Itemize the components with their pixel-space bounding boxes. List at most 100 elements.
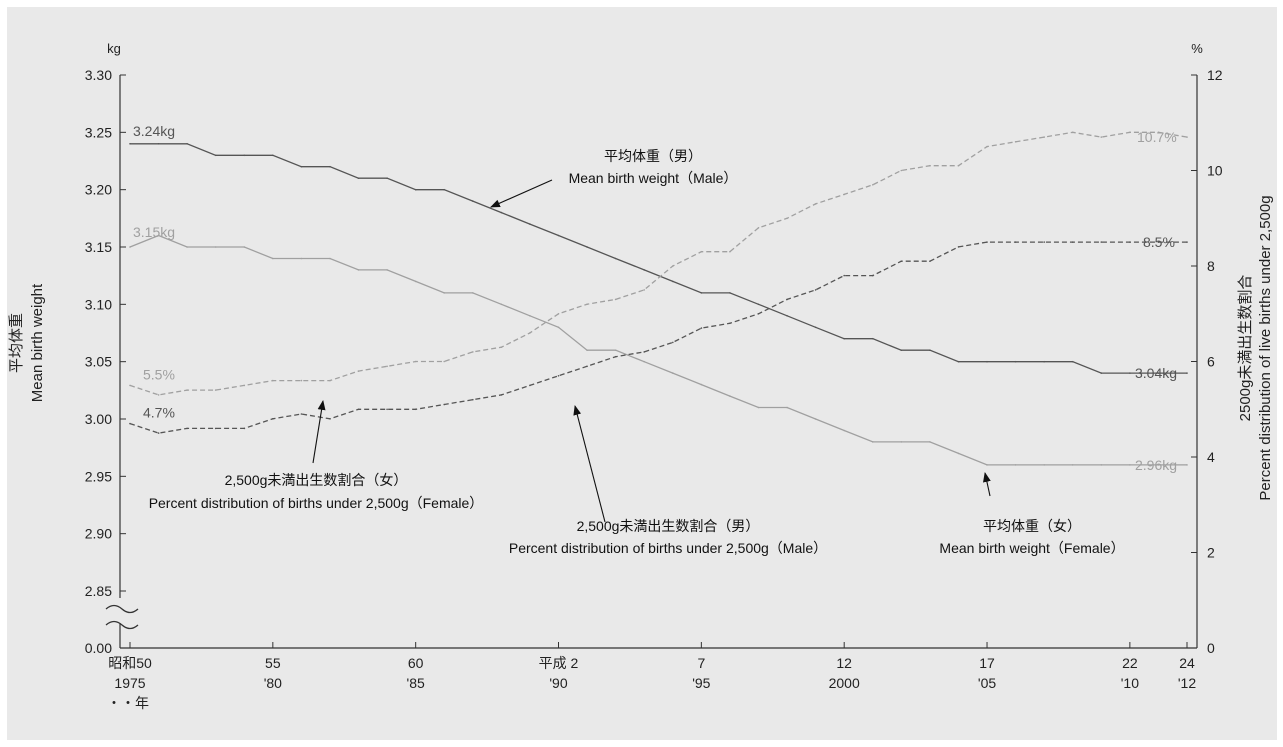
data-point-1 <box>700 383 703 386</box>
data-point-0 <box>243 154 246 157</box>
left-tick-label: 3.15 <box>85 239 112 255</box>
right-axis-unit: % <box>1191 41 1203 56</box>
data-point-0 <box>729 292 731 294</box>
data-point-3 <box>414 360 417 363</box>
data-point-2 <box>1071 241 1074 243</box>
data-point-2 <box>472 398 474 401</box>
data-point-3 <box>500 346 503 349</box>
x-tick-label-era: 7 <box>697 655 705 671</box>
data-point-1 <box>1186 464 1188 466</box>
data-point-3 <box>843 193 845 196</box>
data-point-1 <box>1071 464 1074 466</box>
left-axis-title-en: Mean birth weight <box>29 283 46 402</box>
data-point-3 <box>472 351 474 353</box>
data-point-3 <box>1071 131 1074 134</box>
data-point-3 <box>929 164 931 167</box>
data-point-3 <box>329 379 331 382</box>
left-tick-label: 2.90 <box>85 526 112 542</box>
data-point-2 <box>614 355 617 358</box>
data-point-0 <box>1129 372 1131 374</box>
data-point-1 <box>614 349 617 352</box>
data-point-0 <box>586 246 588 248</box>
data-point-0 <box>757 303 760 306</box>
data-point-1 <box>157 234 160 237</box>
data-point-1 <box>357 269 360 271</box>
right-axis-title-en: Percent distribution of live births unde… <box>1257 195 1274 500</box>
x-tick-label-year: '12 <box>1178 675 1196 691</box>
data-point-2 <box>386 408 388 411</box>
data-point-0 <box>843 337 845 340</box>
data-point-1 <box>757 406 760 409</box>
x-tick-label-year: '10 <box>1121 675 1139 691</box>
left-tick-label: 2.95 <box>85 468 112 484</box>
data-point-2 <box>243 427 246 430</box>
data-point-3 <box>672 265 674 267</box>
x-tick-label-era: 24 <box>1179 655 1195 671</box>
data-point-2 <box>872 274 874 277</box>
data-point-1 <box>329 257 331 260</box>
data-point-0 <box>643 269 645 271</box>
data-point-3 <box>814 203 817 205</box>
data-point-1 <box>1129 464 1131 466</box>
data-point-3 <box>214 389 217 391</box>
data-point-1 <box>443 292 446 294</box>
x-tick-label-era: 平成 2 <box>539 655 579 671</box>
left-tick-label: 3.30 <box>85 67 112 83</box>
left-tick-label: 3.00 <box>85 411 112 427</box>
data-point-0 <box>529 223 531 225</box>
data-point-1 <box>814 418 817 420</box>
right-tick-label: 10 <box>1207 163 1223 179</box>
data-point-2 <box>1043 241 1045 243</box>
data-point-1 <box>386 269 388 271</box>
data-point-0 <box>1157 372 1160 374</box>
series-start-label: 3.15kg <box>133 224 175 240</box>
data-point-2 <box>443 403 446 406</box>
data-point-2 <box>186 427 188 430</box>
data-point-1 <box>272 257 274 260</box>
data-point-0 <box>814 326 817 329</box>
x-tick-label-year: 1975 <box>114 675 145 691</box>
series-line-3 <box>129 131 1188 396</box>
left-tick-label: 2.85 <box>85 583 112 599</box>
right-tick-label: 6 <box>1207 354 1215 370</box>
data-point-2 <box>929 260 931 263</box>
series-line-0 <box>130 143 1187 374</box>
data-point-1 <box>843 429 845 432</box>
data-point-2 <box>300 413 303 415</box>
data-point-2 <box>500 394 503 396</box>
data-point-0 <box>700 292 703 294</box>
annotation-arrow <box>312 400 326 464</box>
data-point-1 <box>586 349 588 352</box>
data-point-2 <box>957 246 960 248</box>
annotation-label-jp: 平均体重（女） <box>983 518 1081 534</box>
right-tick-label: 12 <box>1207 67 1223 83</box>
left-tick-label: 3.25 <box>85 124 112 140</box>
data-point-1 <box>214 246 217 248</box>
data-point-1 <box>929 441 931 443</box>
data-point-3 <box>357 370 360 372</box>
data-point-1 <box>957 452 960 455</box>
x-tick-label-year: '80 <box>264 675 282 691</box>
chart-panel <box>7 7 1277 740</box>
series-end-label: 8.5% <box>1143 234 1175 250</box>
data-point-0 <box>1186 372 1188 374</box>
left-tick-label: 3.05 <box>85 354 112 370</box>
data-point-2 <box>214 427 217 430</box>
annotation-label-en: Mean birth weight（Female） <box>939 540 1124 556</box>
data-point-1 <box>1100 464 1103 466</box>
data-point-1 <box>786 406 788 409</box>
right-tick-label: 8 <box>1207 258 1215 274</box>
data-point-3 <box>272 379 274 382</box>
data-point-3 <box>986 145 988 148</box>
data-point-0 <box>300 165 303 168</box>
data-point-3 <box>1186 136 1188 138</box>
series-end-label: 2.96kg <box>1135 457 1177 473</box>
data-point-2 <box>900 260 903 263</box>
data-point-0 <box>414 188 417 191</box>
data-point-2 <box>529 384 531 387</box>
data-point-3 <box>557 313 560 315</box>
data-point-3 <box>386 365 388 368</box>
x-tick-label-era: 12 <box>836 655 852 671</box>
annotation-label-jp: 2,500g未満出生数割合（男） <box>577 518 760 534</box>
data-point-1 <box>729 395 731 397</box>
